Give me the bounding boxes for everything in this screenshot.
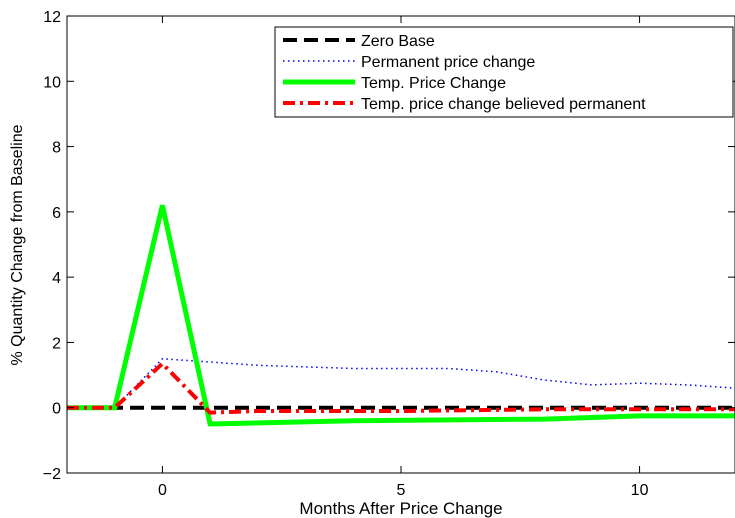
axes-layer: −2 0 2 4 6 8 10 12 0 5 10 <box>43 9 735 499</box>
series-layer <box>67 204 735 427</box>
legend-label-0: Zero Base <box>361 33 435 50</box>
y-tick-label: −2 <box>43 466 61 483</box>
y-tick-label: 6 <box>52 205 61 222</box>
legend-label-1: Permanent price change <box>361 54 535 71</box>
y-tick-label: 10 <box>43 74 61 91</box>
y-tick-label: 8 <box>52 140 61 157</box>
series-line-2 <box>67 204 735 427</box>
legend-label-3: Temp. price change believed permanent <box>361 96 646 113</box>
series-line-3 <box>67 360 735 415</box>
y-tick-label: 12 <box>43 9 61 26</box>
y-axis-label: % Quantity Change from Baseline <box>9 124 26 365</box>
y-tick-label: 0 <box>52 401 61 418</box>
x-tick-label: 5 <box>397 482 406 499</box>
legend: Zero Base Permanent price change Temp. Pri… <box>274 26 734 118</box>
x-tick-label: 0 <box>158 482 167 499</box>
legend-label-2: Temp. Price Change <box>361 75 506 92</box>
y-tick-label: 2 <box>52 335 61 352</box>
x-axis-label: Months After Price Change <box>299 499 502 518</box>
y-tick-label: 4 <box>52 270 61 287</box>
x-tick-label: 10 <box>631 482 649 499</box>
